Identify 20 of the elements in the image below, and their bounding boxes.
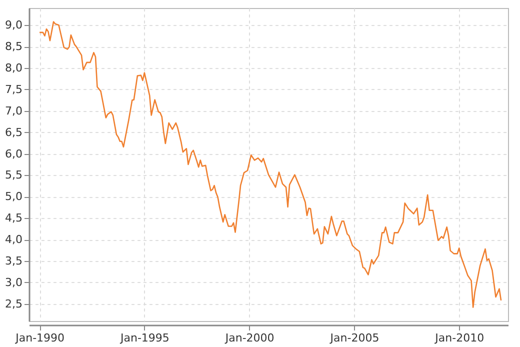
y-tick-label: 7,0: [5, 104, 22, 118]
y-tick-label: 5,0: [5, 190, 22, 204]
y-tick-label: 5,5: [5, 168, 22, 182]
y-tick-label: 7,5: [5, 82, 22, 96]
y-tick-label: 9,0: [5, 18, 22, 32]
y-tick-label: 8,5: [5, 40, 22, 54]
x-tick-label: Jan-2000: [224, 332, 274, 344]
y-tick-label: 8,0: [5, 62, 22, 75]
y-tick-label: 6,0: [5, 147, 22, 160]
y-tick-label: 4,5: [5, 212, 22, 225]
y-tick-label: 4,0: [5, 233, 22, 246]
x-tick-label: Jan-1990: [14, 332, 65, 344]
x-tick-label: Jan-2005: [329, 332, 380, 344]
y-tick-label: 3,0: [5, 276, 22, 289]
line-series: [38, 21, 502, 308]
y-tick-label: 6,5: [5, 126, 22, 139]
y-tick-label: 3,5: [5, 254, 22, 268]
y-tick-label: 2,5: [5, 297, 22, 310]
x-tick-label: Jan-1995: [119, 332, 170, 344]
x-tick-label: Jan-2010: [434, 332, 484, 344]
